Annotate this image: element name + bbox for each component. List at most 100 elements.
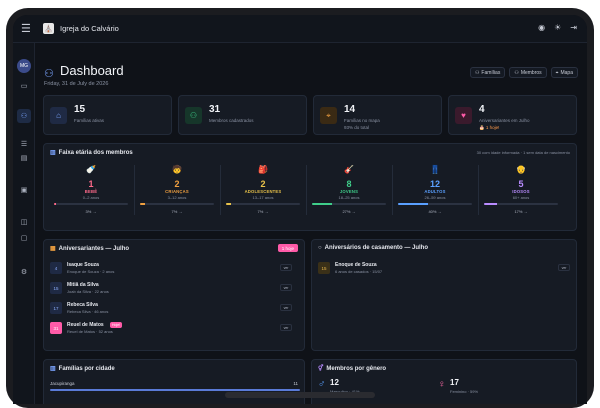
age-emoji-icon: 🎸 (344, 165, 354, 174)
settings-gear-icon[interactable]: ⚙ (20, 269, 28, 276)
stat-card-membros[interactable]: ⚇ 31 Membros cadastrados (178, 95, 307, 135)
stat-value: 14 (344, 104, 356, 115)
female-label: Feminino · 59% (450, 389, 479, 394)
age-pct-link[interactable]: 27% → (342, 209, 356, 214)
ring-icon: ○ (318, 245, 322, 251)
stat-label: Aniversariantes em Julho (479, 118, 530, 123)
folder-icon[interactable]: ▢ (20, 235, 28, 242)
age-group-3[interactable]: 🎸 8 JOVENS 18–25 anos 27% → (308, 165, 390, 223)
membros-button[interactable]: ⚇ Membros (509, 67, 547, 78)
age-count: 1 (88, 179, 94, 189)
age-group-4[interactable]: 👖 12 ADULTOS 26–59 anos 40% → (394, 165, 476, 223)
device-dock (225, 392, 375, 398)
age-bar (312, 203, 386, 205)
user-avatar[interactable]: MG (17, 59, 31, 73)
birthdays-title: ▦ Aniversariantes — Julho (50, 245, 130, 253)
stat-sub: 93% do total (344, 125, 370, 130)
stat-card-familias[interactable]: ⌂ 15 Famílias ativas (43, 95, 172, 135)
menu-icon[interactable]: ☰ (21, 23, 31, 35)
stat-card-mapa[interactable]: ⌖ 14 Famílias no mapa 93% do total (313, 95, 442, 135)
list-item[interactable]: 15 Mitiã da Silva Joab da Silva · 22 anos v… (50, 282, 292, 297)
list-item[interactable]: 31 Reuel de Matos Hoje! Reuel de Matos · 52… (50, 322, 292, 337)
map-pin-icon: ⌖ (555, 69, 559, 76)
age-emoji-icon: 🧒 (172, 165, 182, 174)
age-emoji-icon: 👴 (516, 165, 526, 174)
male-icon: ♂ (318, 379, 326, 390)
app-name: Igreja do Calvário (60, 24, 119, 33)
money-icon[interactable]: ◫ (20, 219, 28, 226)
age-count: 8 (346, 179, 352, 189)
calendar-icon[interactable]: ▭ (20, 83, 28, 90)
list-item[interactable]: 17 Rebeca Silva Rebeca Silva · 46 anos ver (50, 302, 292, 317)
age-pct-link[interactable]: 17% → (514, 209, 528, 214)
age-group-1[interactable]: 🧒 2 CRIANÇAS 3–12 anos 7% → (136, 165, 218, 223)
eye-icon[interactable]: ◉ (538, 23, 546, 32)
view-button[interactable]: ver (280, 284, 292, 291)
id-card-icon[interactable]: ▣ (20, 187, 28, 194)
person-name: Reuel de Matos (67, 322, 104, 328)
age-groups-card: ▥ Faixa etária dos membros 30 com idade i… (43, 143, 577, 231)
age-divider (220, 165, 221, 215)
age-count: 12 (429, 179, 440, 189)
age-group-0[interactable]: 🍼 1 BEBÊ 0–2 anos 3% → (50, 165, 132, 223)
age-bar-fill (226, 203, 232, 205)
view-button[interactable]: ver (280, 324, 292, 331)
male-count: 12 (330, 378, 339, 387)
top-bar: ☰ ⛪ Igreja do Calvário ◉ ☀ ⇥ (13, 15, 587, 43)
card-icon[interactable]: ▤ (20, 155, 28, 162)
age-bar (226, 203, 300, 205)
age-group-2[interactable]: 🎒 2 ADOLESCENTES 13–17 anos 7% → (222, 165, 304, 223)
stat-card-aniversariantes[interactable]: ♥ 4 Aniversariantes em Julho 🎂 1 hoje! (448, 95, 577, 135)
building-icon: ▥ (50, 366, 56, 372)
age-name: IDOSOS (512, 189, 530, 194)
view-button[interactable]: ver (558, 264, 570, 271)
logout-icon[interactable]: ⇥ (570, 23, 577, 32)
age-divider (134, 165, 135, 215)
age-range: 13–17 anos (252, 195, 274, 200)
person-sub: Reuel de Matos · 52 anos (67, 329, 113, 334)
age-name: ADOLESCENTES (244, 189, 282, 194)
sidebar-item-dashboard[interactable]: ⚇ (17, 109, 31, 123)
age-range: 26–59 anos (424, 195, 446, 200)
age-pct-link[interactable]: 7% → (257, 209, 269, 214)
age-pct-link[interactable]: 7% → (171, 209, 183, 214)
age-bar-fill (312, 203, 332, 205)
age-emoji-icon: 🎒 (258, 165, 268, 174)
people-icon: ⚇ (44, 68, 54, 80)
age-pct-link[interactable]: 3% → (85, 209, 97, 214)
families-by-city-title: ▥ Famílias por cidade (50, 365, 115, 373)
couple-sub: 6 anos de casados · 15/07 (335, 269, 383, 274)
stat-label: Membros cadastrados (209, 118, 254, 123)
age-name: BEBÊ (84, 189, 98, 194)
age-groups-note: 30 com idade informada · 1 sem data de n… (476, 150, 570, 155)
list-item[interactable]: 4 Isaque Souza Enoque de Souza · 2 anos ver (50, 262, 292, 277)
heart-icon: ♥ (455, 107, 472, 124)
age-range: 18–25 anos (338, 195, 360, 200)
birthdays-card: ▦ Aniversariantes — Julho 1 hoje 4 Isaque … (43, 239, 305, 351)
age-bar (484, 203, 558, 205)
age-count: 2 (174, 179, 180, 189)
stat-value: 15 (74, 104, 86, 115)
stat-value: 4 (479, 104, 485, 115)
person-sub: Enoque de Souza · 2 anos (67, 269, 115, 274)
users-icon: ⚇ (185, 107, 202, 124)
city-bar (50, 389, 300, 391)
mapa-button[interactable]: ⌖ Mapa (550, 67, 578, 78)
person-sub: Joab da Silva · 22 anos (67, 289, 109, 294)
gender-icon: ⚥ (318, 366, 324, 372)
checklist-icon[interactable]: ☰ (20, 141, 28, 148)
sun-icon[interactable]: ☀ (554, 23, 562, 32)
age-name: CRIANÇAS (165, 189, 189, 194)
home-icon: ⌂ (50, 107, 67, 124)
view-button[interactable]: ver (280, 304, 292, 311)
view-button[interactable]: ver (280, 264, 292, 271)
list-item[interactable]: 15 Enoque de Souza 6 anos de casados · 1… (318, 262, 570, 277)
familias-button[interactable]: ⚇ Famílias (469, 67, 506, 78)
age-group-5[interactable]: 👴 5 IDOSOS 60+ anos 17% → (480, 165, 562, 223)
person-name: Isaque Souza (67, 262, 99, 268)
age-pct-link[interactable]: 40% → (428, 209, 442, 214)
day-badge: 15 (50, 282, 62, 294)
female-icon: ♀ (438, 379, 446, 390)
stat-value: 31 (209, 104, 221, 115)
